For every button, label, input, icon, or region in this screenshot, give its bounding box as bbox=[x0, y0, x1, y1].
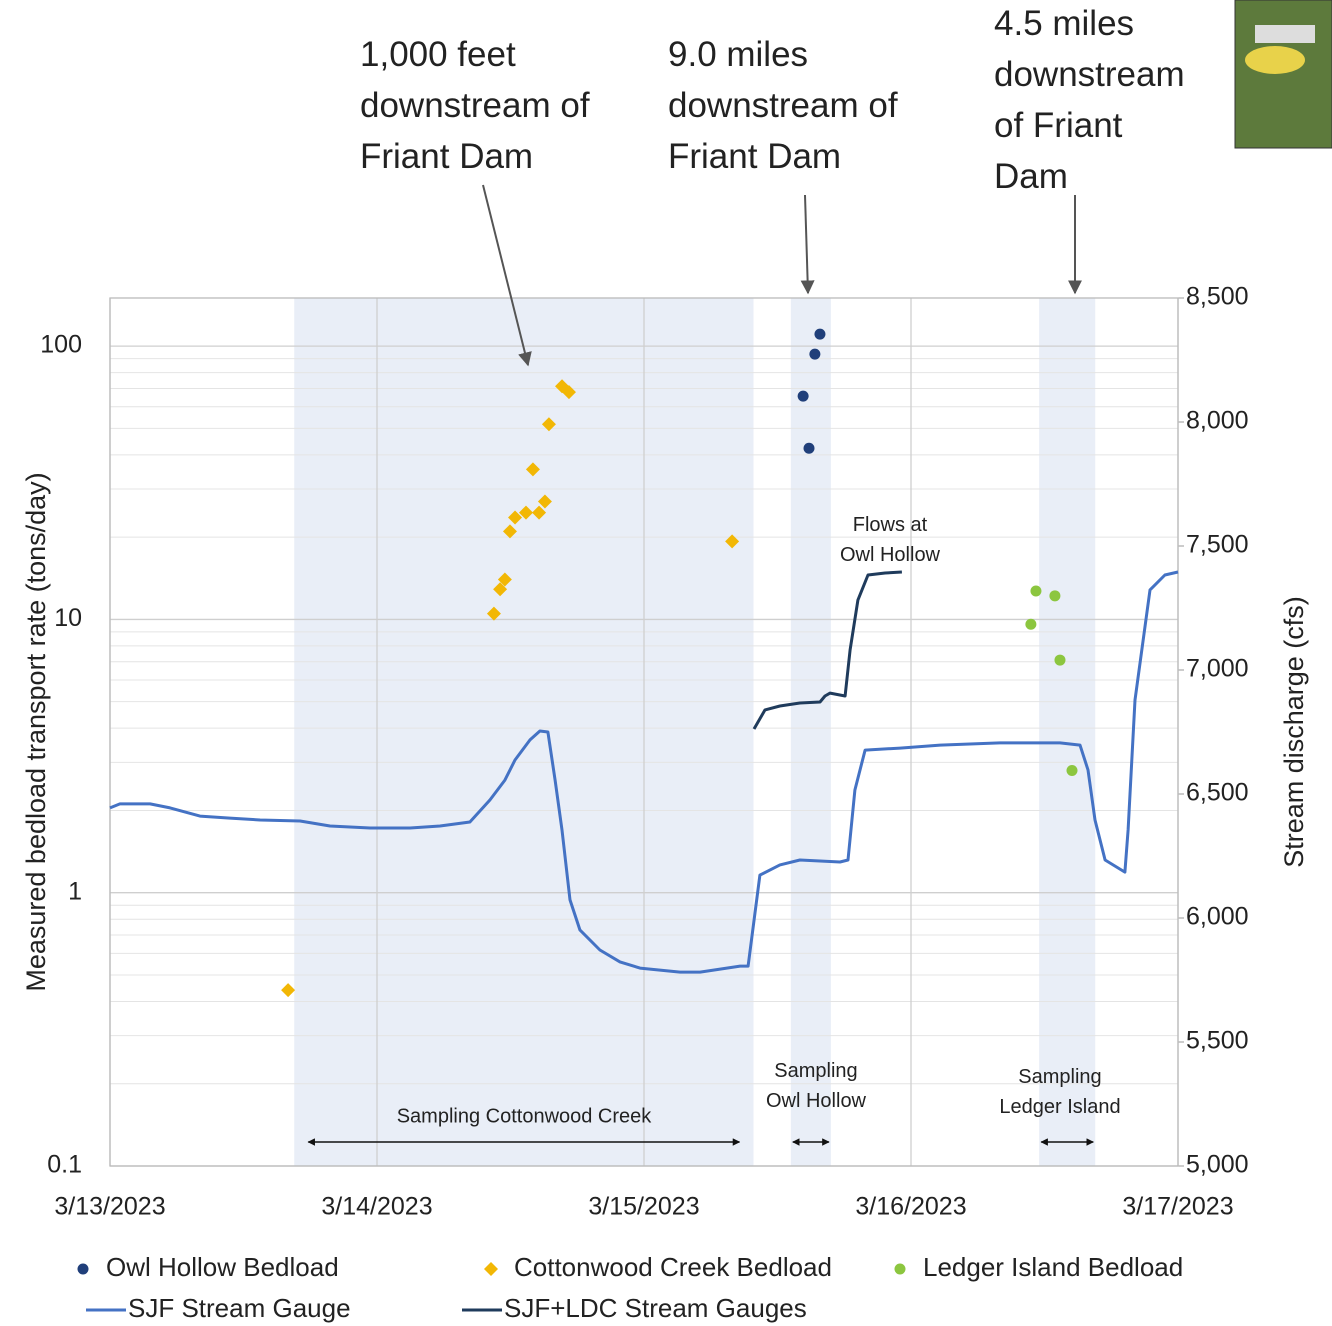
photo-detail bbox=[1245, 46, 1305, 74]
y2-tick-label: 7,500 bbox=[1186, 531, 1249, 559]
y2-tick-label: 6,500 bbox=[1186, 779, 1249, 807]
data-point bbox=[1025, 619, 1036, 630]
text-line: Dam bbox=[994, 157, 1068, 196]
y2-axis-title: Stream discharge (cfs) bbox=[1279, 596, 1309, 868]
y-axis-title: Measured bedload transport rate (tons/da… bbox=[21, 472, 51, 991]
text-line: 4.5 miles bbox=[994, 4, 1134, 43]
data-point bbox=[804, 443, 815, 454]
legend-marker bbox=[78, 1264, 89, 1275]
callout-arrow bbox=[805, 195, 808, 293]
data-point bbox=[809, 349, 820, 360]
photo bbox=[1235, 0, 1332, 148]
text-line: 1,000 feet bbox=[360, 35, 516, 74]
line-note: Flows at Owl Hollow bbox=[840, 514, 941, 566]
text-line: downstream of bbox=[668, 86, 898, 125]
text-line: of Friant bbox=[994, 106, 1123, 145]
legend-marker bbox=[484, 1262, 498, 1276]
data-point bbox=[1030, 586, 1041, 597]
band-label: Sampling Cottonwood Creek bbox=[397, 1105, 653, 1127]
data-point bbox=[281, 983, 295, 997]
callout: 9.0 miles downstream of Friant Dam bbox=[668, 35, 898, 176]
plot-background bbox=[110, 298, 1184, 1166]
chart: 1,000 feet downstream of Friant Dam 9.0 mi… bbox=[0, 0, 1332, 1326]
text-line: downstream bbox=[994, 55, 1185, 94]
y2-tick-label: 5,500 bbox=[1186, 1027, 1249, 1055]
text-line: downstream of bbox=[360, 86, 590, 125]
y-tick-label: 1 bbox=[68, 877, 82, 905]
text-line: Sampling bbox=[1018, 1066, 1101, 1088]
text-line: Friant Dam bbox=[668, 137, 841, 176]
y2-tick-label: 5,000 bbox=[1186, 1151, 1249, 1179]
legend-label: SJF+LDC Stream Gauges bbox=[504, 1293, 807, 1323]
y-tick-label: 0.1 bbox=[47, 1151, 82, 1179]
text-line: Flows at bbox=[853, 514, 928, 536]
x-tick-label: 3/14/2023 bbox=[321, 1193, 432, 1221]
text-line: 9.0 miles bbox=[668, 35, 808, 74]
legend-label: SJF Stream Gauge bbox=[128, 1293, 351, 1323]
legend-label: Owl Hollow Bedload bbox=[106, 1252, 339, 1282]
data-point bbox=[1054, 655, 1065, 666]
text-line: Ledger Island bbox=[999, 1096, 1120, 1118]
x-tick-label: 3/13/2023 bbox=[54, 1193, 165, 1221]
y2-tick-label: 7,000 bbox=[1186, 655, 1249, 683]
legend-label: Ledger Island Bedload bbox=[923, 1252, 1183, 1282]
callout: 1,000 feet downstream of Friant Dam bbox=[360, 35, 590, 176]
y2-tick-label: 6,000 bbox=[1186, 903, 1249, 931]
x-tick-label: 3/16/2023 bbox=[855, 1193, 966, 1221]
x-tick-label: 3/17/2023 bbox=[1122, 1193, 1233, 1221]
text-line: Owl Hollow bbox=[766, 1090, 867, 1112]
legend-marker bbox=[895, 1264, 906, 1275]
text-line: Owl Hollow bbox=[840, 544, 941, 566]
photo-detail bbox=[1255, 25, 1315, 43]
data-point bbox=[814, 329, 825, 340]
y-tick-label: 100 bbox=[40, 331, 82, 359]
data-point bbox=[1049, 590, 1060, 601]
data-point bbox=[1067, 765, 1078, 776]
y-tick-label: 10 bbox=[54, 604, 82, 632]
y2-tick-label: 8,000 bbox=[1186, 407, 1249, 435]
text-line: Sampling bbox=[774, 1060, 857, 1082]
y2-tick-label: 8,500 bbox=[1186, 283, 1249, 311]
data-point bbox=[798, 391, 809, 402]
legend-label: Cottonwood Creek Bedload bbox=[514, 1252, 832, 1282]
x-tick-label: 3/15/2023 bbox=[588, 1193, 699, 1221]
text-line: Friant Dam bbox=[360, 137, 533, 176]
callout: 4.5 miles downstream of Friant Dam bbox=[994, 4, 1185, 196]
